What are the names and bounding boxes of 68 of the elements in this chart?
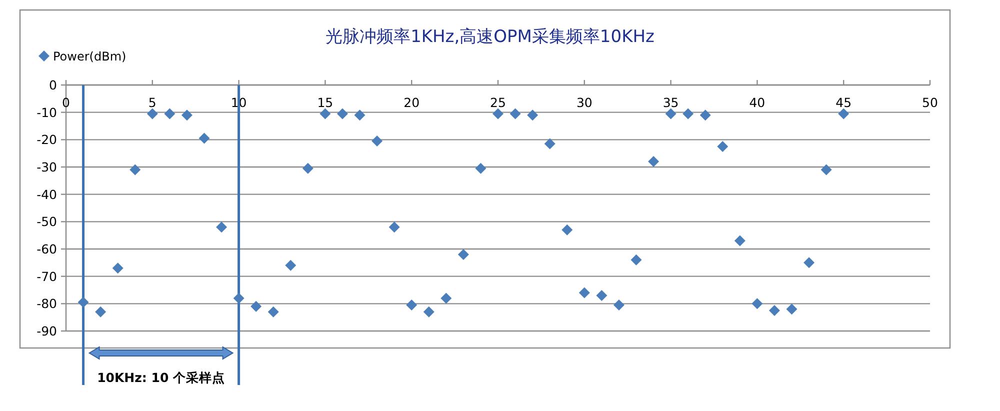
text: 10KHz: 10 个采样点 [97, 370, 225, 385]
point [423, 306, 434, 318]
y-tick-label: -10 [36, 104, 58, 120]
point [372, 136, 383, 147]
point [786, 304, 798, 315]
x-tick-label: 35 [662, 95, 679, 110]
point [510, 108, 521, 120]
point [130, 164, 141, 176]
point [146, 108, 158, 120]
y-tick-label: -20 [36, 132, 58, 148]
point [285, 260, 296, 271]
point [302, 162, 314, 174]
x-tick-label: 0 [62, 95, 70, 110]
point [181, 110, 192, 121]
point [544, 138, 556, 150]
point [596, 290, 608, 301]
x-tick-label: 30 [576, 95, 592, 110]
point [682, 108, 694, 120]
point [112, 262, 124, 274]
chart-title: 光脉冲频率1KHz,高速OPM采集频率10KHz [326, 27, 654, 47]
y-tick-label: 0 [49, 78, 58, 92]
y-tick-label: -90 [36, 324, 58, 338]
point [233, 292, 244, 304]
point [354, 110, 366, 121]
point [717, 141, 728, 152]
point [648, 156, 660, 168]
point [527, 110, 538, 121]
point [492, 108, 504, 120]
legend-label: Power(dBm) [53, 50, 126, 64]
x-tick-label: 20 [404, 95, 420, 110]
point [164, 108, 176, 120]
point [562, 224, 573, 236]
point [250, 300, 262, 312]
point [804, 257, 815, 268]
point [95, 306, 106, 318]
point [336, 108, 348, 120]
x-tick-label: 25 [490, 95, 506, 110]
y-tick-label: -80 [36, 296, 58, 312]
x-tick-label: 40 [749, 95, 766, 110]
point [216, 222, 228, 233]
x-tick-label: 5 [148, 95, 156, 110]
point [458, 248, 469, 260]
x-tick-label: 45 [836, 95, 852, 110]
point [820, 164, 832, 176]
y-tick-label: -70 [36, 268, 58, 284]
point [700, 110, 711, 121]
point [665, 108, 676, 120]
point [268, 306, 279, 318]
y-tick-label: -50 [36, 214, 58, 230]
x-tick-label: 50 [922, 95, 938, 110]
point [406, 300, 418, 311]
point [752, 298, 763, 310]
point [734, 235, 746, 246]
point [768, 305, 780, 316]
point [388, 222, 400, 233]
point [475, 162, 486, 174]
point [838, 108, 850, 120]
point [198, 132, 210, 144]
y-tick-label: -60 [36, 242, 58, 256]
point [78, 296, 89, 308]
x-tick-label: 15 [317, 95, 334, 110]
point [320, 108, 331, 120]
y-tick-label: -30 [36, 160, 58, 174]
point [630, 254, 642, 266]
point [613, 300, 624, 311]
y-tick-label: -40 [36, 186, 58, 202]
point [440, 292, 452, 304]
point [578, 287, 590, 298]
